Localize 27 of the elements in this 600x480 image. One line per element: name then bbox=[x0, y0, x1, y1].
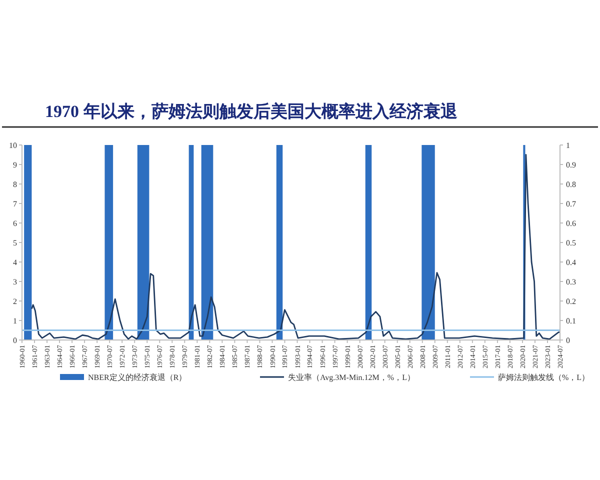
y2-tick-label: 0 bbox=[566, 336, 570, 345]
y-tick-label: 2 bbox=[13, 296, 17, 306]
y-tick-label: 6 bbox=[13, 218, 17, 228]
chart-title: 1970 年以来，萨姆法则触发后美国大概率进入经济衰退 bbox=[45, 102, 458, 121]
y2-tick-label: 0.7 bbox=[566, 199, 576, 208]
y-tick-label: 5 bbox=[13, 238, 17, 248]
y2-tick-label: 1 bbox=[566, 140, 570, 150]
y2-tick-label: 0.4 bbox=[566, 258, 576, 267]
y2-tick-label: 0.1 bbox=[566, 316, 576, 326]
legend-label: 萨姆法则触发线（%，L） bbox=[498, 373, 590, 382]
y-tick-label: 7 bbox=[13, 199, 17, 208]
legend-label: 失业率（Avg.3M-Min.12M，%，L） bbox=[288, 373, 415, 382]
y-tick-label: 0 bbox=[13, 336, 17, 345]
y2-tick-label: 0.9 bbox=[566, 160, 576, 170]
y2-tick-label: 0.6 bbox=[566, 218, 576, 228]
y-tick-label: 3 bbox=[13, 277, 17, 286]
legend-label: NBER定义的经济衰退（R） bbox=[88, 373, 187, 382]
y2-tick-label: 0.2 bbox=[566, 296, 576, 306]
y-tick-label: 4 bbox=[13, 258, 17, 267]
y2-tick-label: 0.3 bbox=[566, 277, 576, 286]
line-series bbox=[31, 154, 561, 340]
y2-tick-label: 0.8 bbox=[566, 180, 576, 189]
y-tick-label: 10 bbox=[9, 140, 17, 150]
y-tick-label: 9 bbox=[13, 160, 17, 170]
y-tick-label: 1 bbox=[13, 316, 17, 326]
y2-tick-label: 0.5 bbox=[566, 238, 576, 248]
y-tick-label: 8 bbox=[13, 180, 17, 189]
